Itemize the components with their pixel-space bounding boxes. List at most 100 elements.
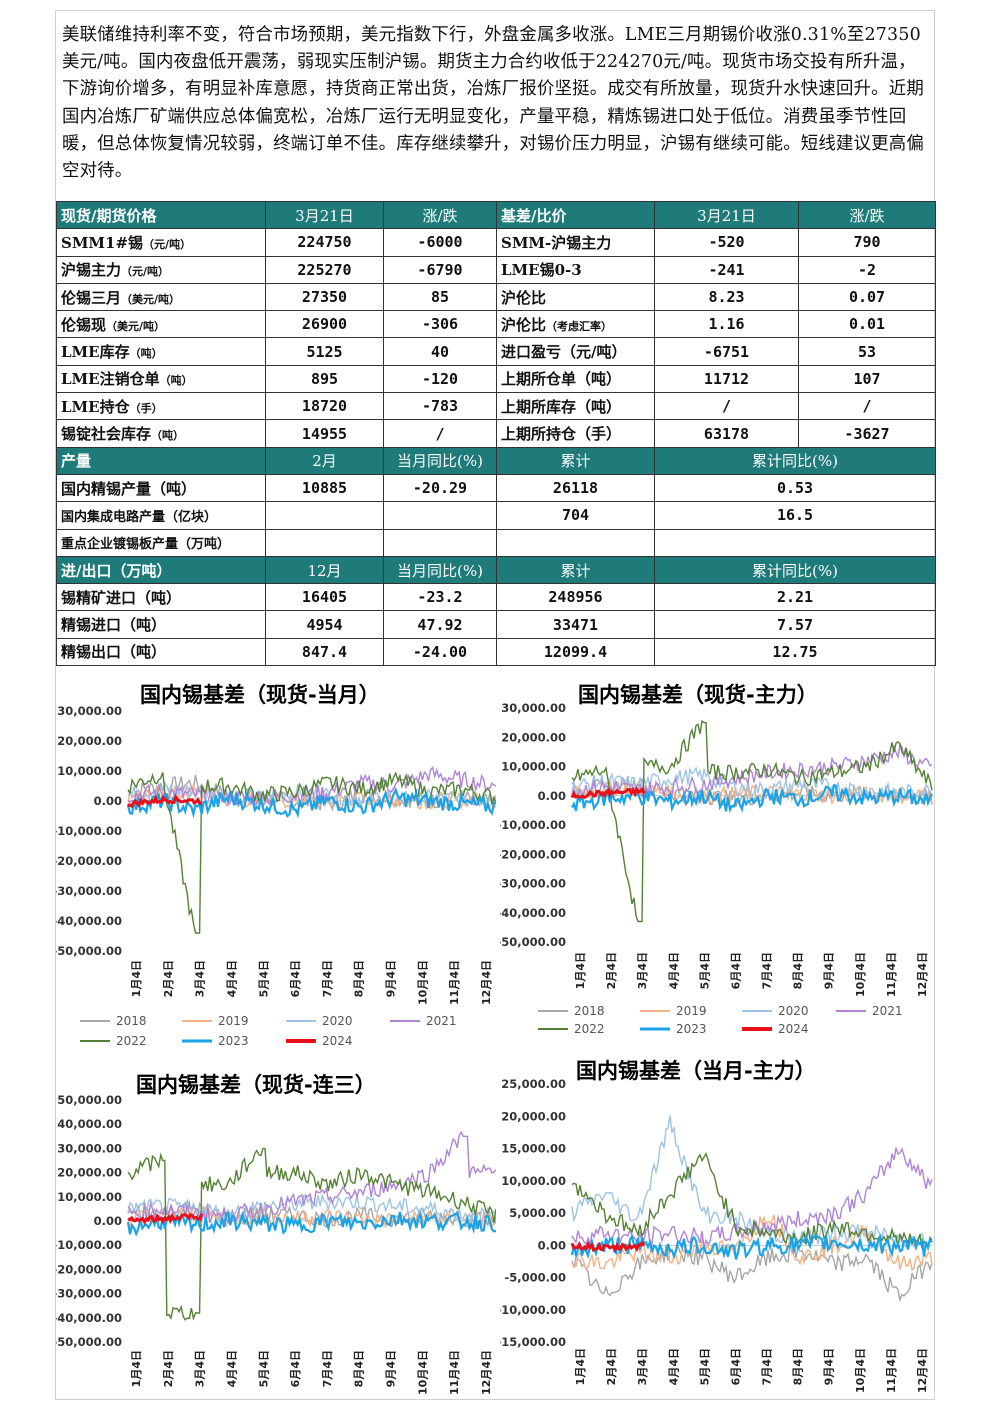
series-line-2019 (127, 782, 497, 811)
basis-change: 0.07 (798, 282, 936, 312)
legend-item-2020: 2020 (742, 1004, 809, 1018)
row-change (383, 528, 497, 557)
chart-title: 国内锡基差（现货-主力） (578, 683, 818, 707)
table-header-cell: 涨/跌 (383, 200, 497, 230)
basis-value: -241 (654, 255, 799, 284)
x-tick-label: 4月4日 (667, 1348, 680, 1385)
legend-item-2019: 2019 (182, 1014, 249, 1028)
row-cumulative: 704 (496, 501, 655, 530)
row-change: -306 (383, 310, 497, 339)
x-tick-label: 12月4日 (916, 1348, 929, 1393)
row-change: 85 (383, 282, 497, 312)
row-change: -20.29 (383, 473, 497, 503)
x-tick-label: 1月4日 (574, 952, 587, 989)
trade-row: 精锡出口（吨） 847.4 -24.00 12099.4 12.75 (56, 637, 936, 667)
y-tick-label: -40,000.00 (56, 914, 122, 928)
row-value: 224750 (265, 228, 384, 257)
price-header-row: 现货/期货价格 3月21日 涨/跌 基差/比价 3月21日 涨/跌 (56, 200, 936, 230)
basis-change: 53 (798, 337, 936, 366)
row-label: 锡精矿进口（吨） (56, 583, 266, 612)
row-value: 4954 (265, 610, 384, 639)
series-line-2018 (127, 1199, 497, 1231)
row-cumulative: 26118 (496, 473, 655, 503)
series-line-2023 (570, 1233, 933, 1260)
basis-value: 63178 (654, 419, 799, 448)
basis-label: 沪伦比 (496, 282, 655, 312)
x-tick-label: 9月4日 (385, 1350, 398, 1387)
legend-label: 2023 (218, 1034, 249, 1048)
trade-row: 锡精矿进口（吨） 16405 -23.2 248956 2.21 (56, 583, 936, 612)
x-tick-label: 6月4日 (729, 1348, 742, 1385)
y-tick-label: 20,000.00 (501, 730, 566, 744)
basis-label: 上期所持仓（手） (496, 419, 655, 448)
row-cumulative (496, 528, 655, 557)
legend-label: 2023 (676, 1022, 707, 1036)
table-header-cell: 进/出口（万吨） (56, 555, 266, 585)
legend-label: 2021 (426, 1014, 457, 1028)
market-commentary: 美联储维持利率不变，符合市场预期，美元指数下行，外盘金属多收涨。LME三月期锡价… (62, 25, 924, 182)
series-line-2022 (127, 1147, 497, 1321)
basis-label: 进口盈亏（元/吨） (496, 337, 655, 366)
legend-label: 2018 (116, 1014, 147, 1028)
row-value: 10885 (265, 473, 384, 503)
x-tick-label: 10月4日 (416, 1350, 429, 1395)
row-value: 225270 (265, 255, 384, 284)
x-tick-label: 5月4日 (257, 960, 270, 997)
basis-label: 沪伦比（考虑汇率） (496, 310, 655, 339)
legend-label: 2022 (574, 1022, 605, 1036)
basis-change: / (798, 392, 936, 421)
row-label: 伦锡三月（美元/吨） (56, 282, 266, 312)
row-label-unit: （吨） (151, 429, 185, 443)
x-tick-label: 8月4日 (792, 952, 805, 989)
y-tick-label: 20,000.00 (501, 1109, 566, 1123)
x-tick-label: 12月4日 (916, 952, 929, 997)
x-tick-label: 5月4日 (698, 952, 711, 989)
production-row: 国内集成电路产量（亿块） 704 16.5 (56, 501, 936, 530)
x-tick-label: 8月4日 (353, 1350, 366, 1387)
x-tick-label: 11月4日 (885, 952, 898, 997)
row-label: SMM1#锡（元/吨） (56, 228, 266, 257)
chart-current-main-svg: 国内锡基差（当月-主力） 25,000.00 20,000.00 15,000.00 1… (496, 1059, 933, 1393)
basis-change: -2 (798, 255, 936, 284)
x-tick-label: 1月4日 (130, 960, 143, 997)
price-row: LME持仓（手） 18720 -783 上期所库存（吨） / / (56, 392, 936, 421)
series-line-2022 (571, 719, 933, 923)
table-header-cell: 当月同比(%) (383, 446, 497, 475)
row-value: 14955 (265, 419, 384, 448)
table-header-cell: 3月21日 (654, 200, 799, 230)
price-row: 锡锭社会库存（吨） 14955/上期所持仓（手） 63178 -3627 (56, 419, 936, 448)
row-value: 18720 (265, 392, 384, 421)
row-cumulative: 248956 (496, 583, 655, 612)
row-change: -23.2 (383, 583, 497, 612)
series-line-2021 (127, 1130, 497, 1225)
x-tick-label: 1月4日 (130, 1350, 143, 1387)
table-header-cell: 基差/比价 (496, 200, 655, 230)
y-tick-label: -30,000.00 (56, 1287, 122, 1301)
row-cumulative-yoy: 7.57 (654, 610, 936, 639)
series-line-2018 (127, 774, 497, 812)
y-tick-label: -20,000.00 (500, 847, 566, 861)
legend-item-2023: 2023 (640, 1022, 707, 1036)
series-line-2024 (570, 786, 646, 800)
series-line-2022 (127, 771, 497, 934)
table-header-cell: 12月 (265, 555, 384, 585)
x-tick-label: 7月4日 (321, 1350, 334, 1387)
basis-label-unit: （考虑汇率） (546, 319, 613, 333)
row-change: / (383, 419, 497, 448)
y-tick-label: -40,000.00 (500, 906, 566, 920)
row-label: 国内精锡产量（吨） (56, 473, 266, 503)
y-tick-label: 0.00 (94, 794, 122, 808)
x-tick-label: 11月4日 (448, 1350, 461, 1395)
legend-item-2022: 2022 (80, 1034, 147, 1048)
trade-row: 精锡进口（吨） 4954 47.92 33471 7.57 (56, 610, 936, 639)
x-tick-label: 10月4日 (854, 952, 867, 997)
y-tick-label: -50,000.00 (56, 1335, 122, 1349)
row-label: 国内集成电路产量（亿块） (56, 501, 266, 530)
table-header-cell: 累计同比(%) (654, 446, 936, 475)
y-tick-label: 10,000.00 (501, 1174, 566, 1188)
basis-value: -6751 (654, 337, 799, 366)
row-value: 895 (265, 364, 384, 394)
row-change: -6790 (383, 255, 497, 284)
row-cumulative-yoy: 16.5 (654, 501, 936, 530)
x-tick-label: 2月4日 (162, 1350, 175, 1387)
